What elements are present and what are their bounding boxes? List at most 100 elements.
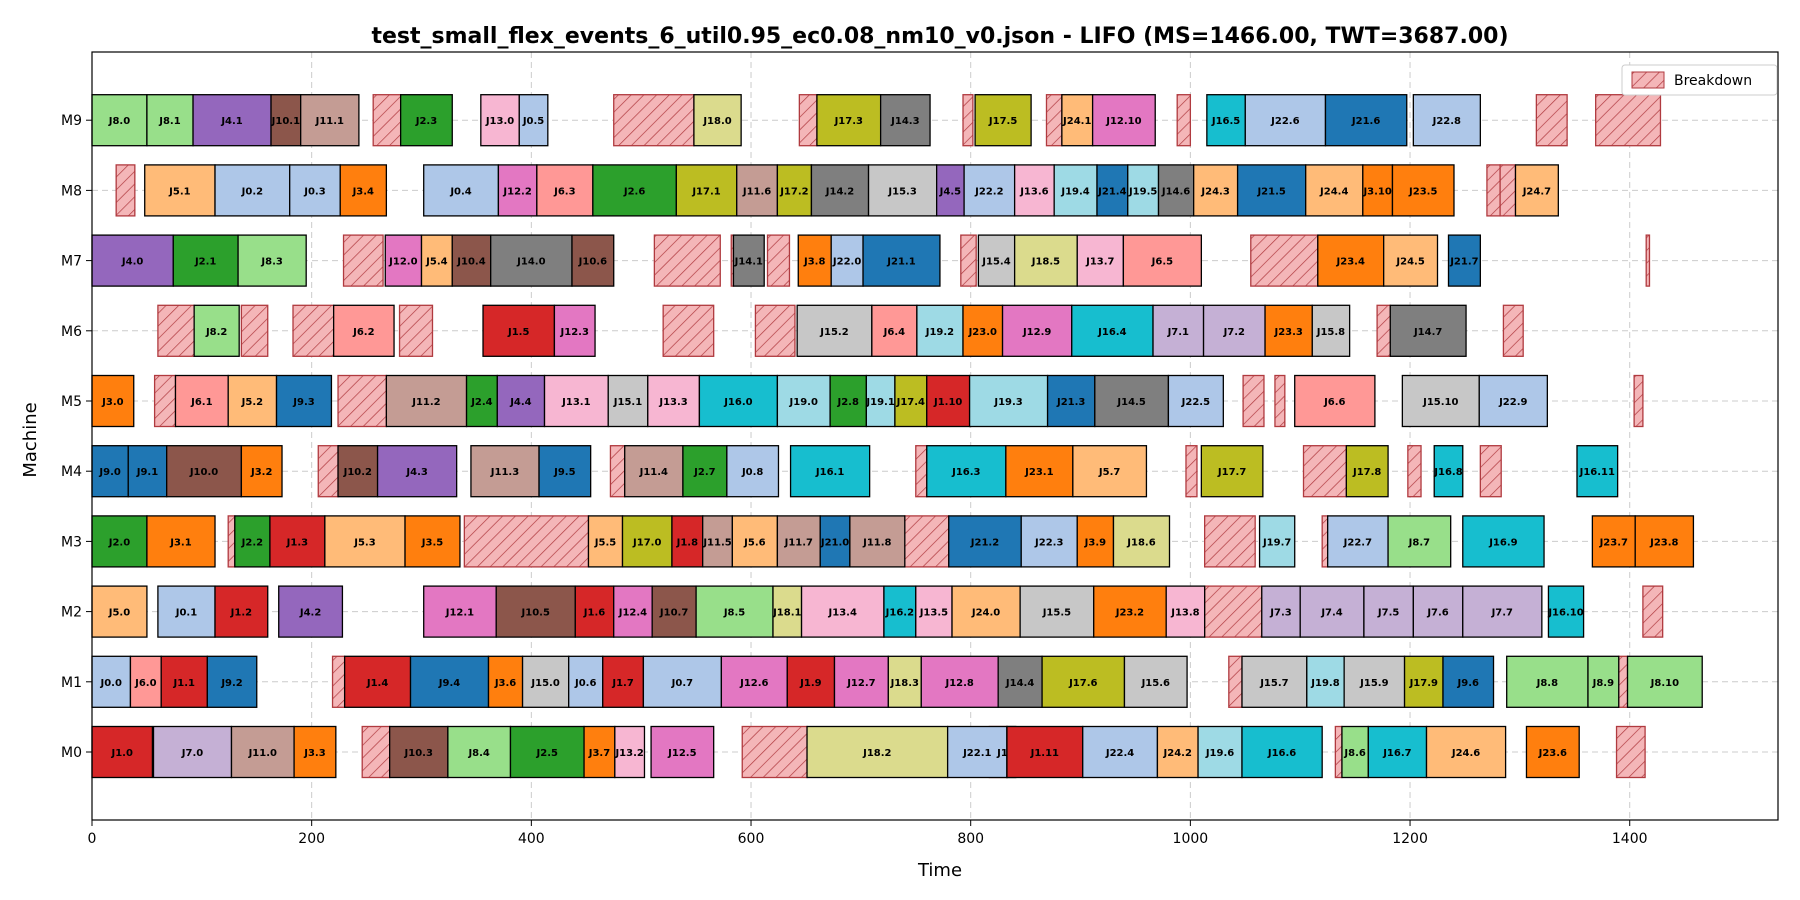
operation-label: J1.5 — [507, 327, 529, 338]
operation-bar — [867, 164, 938, 217]
y-tick-label: M1 — [61, 675, 82, 691]
operation-bar — [497, 164, 538, 217]
operation-bar — [404, 515, 461, 568]
operation-bar — [926, 445, 1007, 498]
operation-label: J11.7 — [784, 537, 813, 548]
breakdown-bar — [766, 234, 791, 287]
x-axis-label: Time — [917, 860, 962, 881]
operation-bar — [695, 585, 774, 638]
operation-bar — [1591, 515, 1636, 568]
breakdown-bar — [653, 234, 721, 287]
operation-label: J23.8 — [1649, 537, 1678, 548]
operation-label: J24.6 — [1451, 748, 1480, 759]
operation-bar — [91, 94, 148, 147]
operation-label: J2.1 — [194, 257, 216, 268]
x-tick-label: 1200 — [1392, 831, 1428, 847]
breakdown-bar — [1250, 234, 1319, 287]
operation-bar — [614, 725, 646, 779]
operation-bar — [553, 304, 596, 357]
operation-label: J15.0 — [530, 678, 559, 689]
operation-label: J3.9 — [1084, 537, 1106, 548]
operation-bar — [1391, 164, 1455, 217]
operation-label: J18.1 — [772, 608, 801, 619]
operation-label: J17.2 — [779, 186, 808, 197]
operation-label: J4.5 — [939, 186, 961, 197]
operation-bar — [174, 374, 229, 428]
y-tick-label: M8 — [61, 183, 82, 199]
operation-bar — [1206, 94, 1246, 147]
y-tick-label: M9 — [61, 113, 82, 129]
operation-bar — [240, 445, 283, 498]
operation-bar — [693, 94, 742, 147]
chart-title: test_small_flex_events_6_util0.95_ec0.08… — [371, 24, 1508, 49]
operation-label: J22.8 — [1432, 116, 1461, 127]
y-tick-label: M4 — [61, 464, 82, 480]
operation-bar — [1306, 655, 1345, 708]
operation-bar — [879, 94, 931, 147]
operation-bar — [647, 374, 701, 428]
operation-label: J14.2 — [825, 186, 854, 197]
operation-bar — [650, 725, 715, 779]
operation-label: J0.5 — [522, 116, 544, 127]
breakdown-bar — [741, 725, 808, 779]
operation-bar — [1193, 164, 1239, 217]
operation-label: J9.0 — [98, 467, 120, 478]
operation-label: J12.9 — [1022, 327, 1051, 338]
operation-bar — [536, 164, 594, 217]
operation-bar — [651, 585, 697, 638]
operation-label: J2.2 — [241, 537, 263, 548]
operation-label: J15.8 — [1316, 327, 1345, 338]
operation-label: J2.3 — [415, 116, 437, 127]
operation-bar — [587, 515, 624, 568]
operation-bar — [1053, 164, 1098, 217]
axes-frame — [91, 51, 1779, 821]
y-tick-label: M2 — [61, 605, 82, 621]
operation-bar — [789, 445, 871, 498]
operation-label: J21.3 — [1056, 397, 1085, 408]
operation-bar — [796, 304, 873, 357]
operation-label: J8.3 — [260, 257, 282, 268]
operation-label: J0.2 — [241, 186, 263, 197]
operation-bar — [1442, 655, 1495, 708]
operation-bar — [592, 164, 677, 217]
breakdown-bar — [1618, 655, 1629, 708]
operation-label: J3.2 — [250, 467, 272, 478]
operation-label: J15.4 — [981, 257, 1010, 268]
breakdown-bar — [157, 304, 195, 357]
x-tick-label: 1000 — [1173, 831, 1209, 847]
breakdown-bar — [240, 304, 269, 357]
operation-bar — [1462, 585, 1543, 638]
y-tick-label: M5 — [61, 394, 82, 410]
operation-bar — [384, 234, 423, 287]
operation-label: J0.0 — [100, 678, 122, 689]
operation-label: J16.7 — [1382, 748, 1411, 759]
operation-label: J0.1 — [175, 608, 197, 619]
operation-label: J3.6 — [494, 678, 516, 689]
operation-bar — [1345, 445, 1389, 498]
operation-bar — [816, 94, 882, 147]
operation-bar — [776, 164, 813, 217]
operation-bar — [376, 445, 458, 498]
operation-label: J1.0 — [110, 748, 132, 759]
operation-label: J2.6 — [623, 186, 645, 197]
breakdown-bar — [1302, 445, 1347, 498]
operation-label: J3.1 — [169, 537, 191, 548]
operation-bar — [214, 585, 269, 638]
operation-label: J14.1 — [734, 257, 763, 268]
operation-label: J19.6 — [1205, 748, 1234, 759]
operation-label: J22.3 — [1034, 537, 1063, 548]
operation-label: J13.7 — [1085, 257, 1114, 268]
operation-label: J24.0 — [971, 608, 1000, 619]
operation-label: J15.10 — [1422, 397, 1458, 408]
operation-bar — [1091, 94, 1156, 147]
operation-bar — [920, 655, 999, 708]
operation-label: J23.2 — [1115, 608, 1144, 619]
operation-bar — [521, 655, 570, 708]
operation-bar — [293, 725, 337, 779]
operation-label: J19.8 — [1310, 678, 1339, 689]
operation-bar — [1041, 655, 1126, 708]
operation-label: J5.5 — [594, 537, 616, 548]
operation-bar — [887, 655, 922, 708]
operation-label: J14.5 — [1116, 397, 1145, 408]
operation-bar — [420, 234, 453, 287]
